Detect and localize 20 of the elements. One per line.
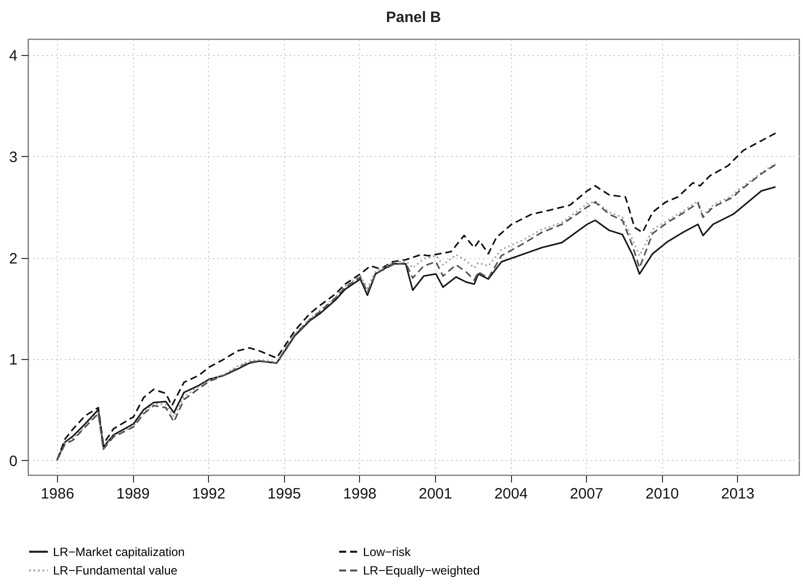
x-tick-label: 1998 (343, 486, 377, 502)
legend-label: LR−Market capitalization (53, 544, 185, 559)
x-tick-label: 1995 (268, 486, 301, 502)
x-tick-label: 2007 (570, 486, 604, 502)
y-tick-label: 2 (9, 250, 18, 268)
x-tick-label: 1989 (116, 486, 150, 502)
legend-label: LR−Fundamental value (53, 564, 178, 578)
y-tick-label: 3 (9, 148, 18, 166)
x-tick-label: 2001 (418, 486, 452, 502)
x-tick-label: 1992 (192, 486, 226, 502)
legend-label: LR−Equally−weighted (363, 564, 480, 578)
y-tick-label: 1 (9, 352, 18, 369)
x-tick-label: 2004 (494, 486, 528, 502)
x-tick-label: 1986 (40, 486, 74, 502)
y-tick-label: 0 (9, 452, 18, 470)
x-tick-label: 2013 (721, 486, 754, 502)
y-tick-label: 4 (9, 48, 18, 65)
chart-title: Panel B (386, 9, 442, 26)
legend-label: Low−risk (363, 544, 412, 559)
x-tick-label: 2010 (645, 486, 679, 502)
